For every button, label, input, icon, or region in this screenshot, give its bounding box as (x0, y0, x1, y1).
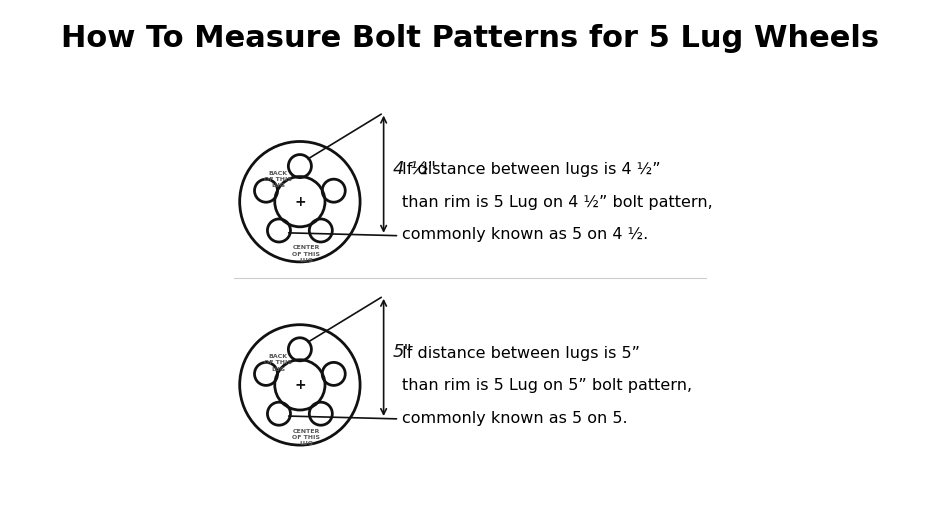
Text: +: + (294, 378, 306, 392)
Text: BACK
OF THIS
LUG: BACK OF THIS LUG (264, 354, 292, 371)
Text: than rim is 5 Lug on 4 ½” bolt pattern,: than rim is 5 Lug on 4 ½” bolt pattern, (402, 195, 713, 210)
Text: How To Measure Bolt Patterns for 5 Lug Wheels: How To Measure Bolt Patterns for 5 Lug W… (61, 24, 879, 53)
Text: commonly known as 5 on 4 ½.: commonly known as 5 on 4 ½. (402, 227, 649, 242)
Text: If distance between lugs is 4 ½”: If distance between lugs is 4 ½” (402, 162, 661, 177)
Text: than rim is 5 Lug on 5” bolt pattern,: than rim is 5 Lug on 5” bolt pattern, (402, 378, 692, 393)
Text: 5": 5" (393, 343, 413, 361)
Text: 4 ½": 4 ½" (393, 160, 436, 178)
Text: If distance between lugs is 5”: If distance between lugs is 5” (402, 345, 640, 361)
Text: CENTER
OF THIS
LUG: CENTER OF THIS LUG (292, 245, 321, 263)
Text: BACK
OF THIS
LUG: BACK OF THIS LUG (264, 171, 292, 188)
Text: +: + (294, 195, 306, 208)
Text: commonly known as 5 on 5.: commonly known as 5 on 5. (402, 411, 628, 425)
Text: CENTER
OF THIS
LUG: CENTER OF THIS LUG (292, 428, 321, 446)
